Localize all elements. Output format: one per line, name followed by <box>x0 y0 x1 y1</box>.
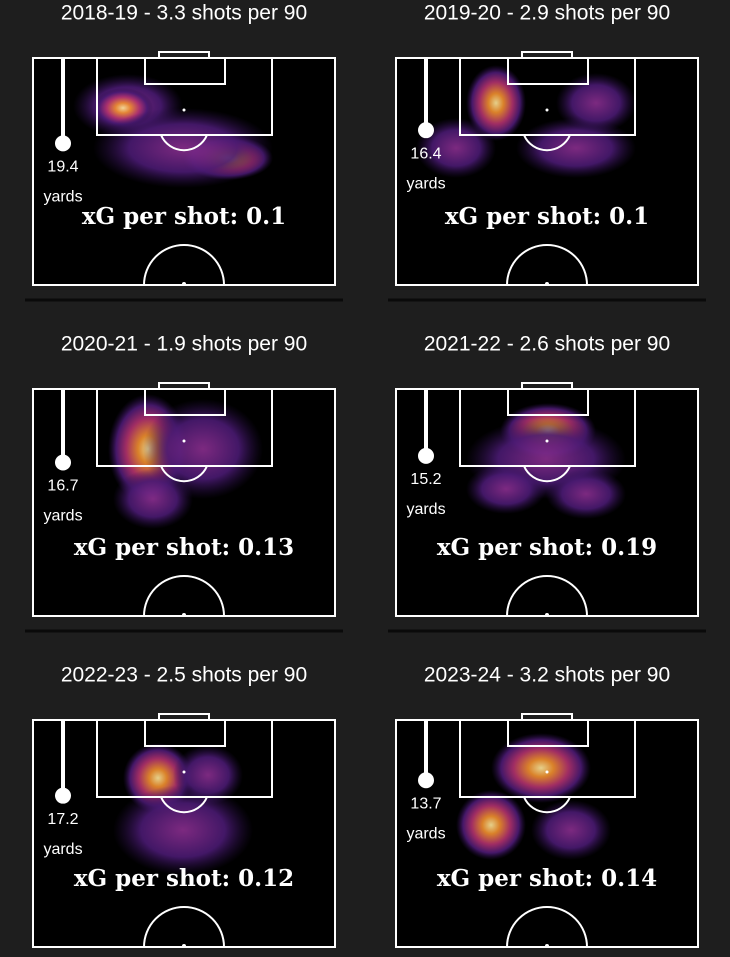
distance-unit: yards <box>43 508 82 525</box>
distance-dot <box>55 454 71 471</box>
centre-circle <box>506 575 588 617</box>
panel-title: 2021-22 - 2.6 shots per 90 <box>424 333 670 356</box>
heat-blob <box>546 469 626 519</box>
goal <box>521 713 573 721</box>
xg-label: xG per shot: 0.14 <box>437 865 657 892</box>
penalty-spot <box>545 770 549 774</box>
centre-spot <box>545 944 549 948</box>
centre-spot <box>545 613 549 617</box>
goal <box>158 382 210 390</box>
heat-blob <box>416 118 496 178</box>
heat-blob <box>556 73 636 133</box>
distance-unit: yards <box>43 841 82 858</box>
penalty-spot <box>182 439 186 443</box>
centre-spot <box>182 613 186 617</box>
heat-blob <box>93 108 273 188</box>
penalty-arc <box>523 134 571 152</box>
distance-label: 16.4 <box>410 145 441 162</box>
xg-label: xG per shot: 0.1 <box>82 203 286 230</box>
heat-blob <box>466 464 546 514</box>
distance-unit: yards <box>43 189 82 206</box>
heat-blob <box>113 785 253 875</box>
centre-circle <box>143 575 225 617</box>
panel-title: 2020-21 - 1.9 shots per 90 <box>61 333 307 356</box>
distance-dot <box>55 135 71 152</box>
distance-label: 19.4 <box>47 159 78 176</box>
goal <box>521 382 573 390</box>
heat-blob <box>516 118 636 178</box>
distance-label: 17.2 <box>47 811 78 828</box>
heat-blob <box>456 790 526 860</box>
xg-label: xG per shot: 0.1 <box>445 203 649 230</box>
distance-unit: yards <box>406 825 445 842</box>
penalty-arc <box>160 134 208 152</box>
distance-dot <box>418 447 434 464</box>
distance-dot <box>418 122 434 139</box>
goal <box>158 713 210 721</box>
panel-title: 2023-24 - 3.2 shots per 90 <box>424 664 670 687</box>
penalty-arc <box>160 465 208 483</box>
distance-unit: yards <box>406 501 445 518</box>
penalty-spot <box>545 108 549 112</box>
centre-circle <box>143 906 225 948</box>
panel-title: 2022-23 - 2.5 shots per 90 <box>61 664 307 687</box>
centre-circle <box>506 244 588 286</box>
heat-blob <box>113 469 193 529</box>
penalty-spot <box>182 108 186 112</box>
distance-unit: yards <box>406 175 445 192</box>
penalty-arc <box>523 796 571 814</box>
penalty-spot <box>545 439 549 443</box>
centre-spot <box>182 282 186 286</box>
centre-spot <box>545 282 549 286</box>
xg-label: xG per shot: 0.19 <box>437 534 657 561</box>
centre-circle <box>506 906 588 948</box>
goal <box>521 51 573 59</box>
centre-circle <box>143 244 225 286</box>
distance-label: 15.2 <box>410 471 441 488</box>
distance-label: 13.7 <box>410 795 441 812</box>
panel-title: 2018-19 - 3.3 shots per 90 <box>61 2 307 25</box>
xg-label: xG per shot: 0.13 <box>74 534 294 561</box>
panel-title: 2019-20 - 2.9 shots per 90 <box>424 2 670 25</box>
distance-label: 16.7 <box>47 478 78 495</box>
distance-dot <box>418 772 434 789</box>
heat-blob <box>491 733 591 803</box>
centre-spot <box>182 944 186 948</box>
penalty-spot <box>182 770 186 774</box>
xg-label: xG per shot: 0.12 <box>74 865 294 892</box>
distance-dot <box>55 787 71 804</box>
penalty-arc <box>523 465 571 483</box>
goal <box>158 51 210 59</box>
penalty-arc <box>160 796 208 814</box>
heat-blob <box>531 800 611 860</box>
